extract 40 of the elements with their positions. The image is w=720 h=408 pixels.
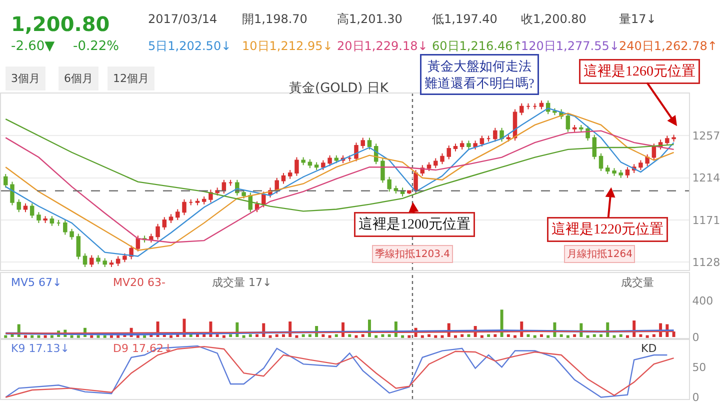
text: 收1,200.80 [521, 12, 586, 26]
annotation: MV20 63- [113, 276, 166, 289]
annotation: KD [641, 342, 657, 355]
text: 開1,198.70 [242, 12, 308, 26]
text: 10日1,212.95↓ [242, 39, 333, 53]
text: 3個月 [11, 72, 40, 85]
text: 這裡是1260元位置 [584, 64, 696, 80]
text: 240日1,262.78↑ [619, 39, 718, 53]
y-tick-label: 1171 [692, 214, 720, 227]
annotation: D9 17.62↓ [113, 342, 173, 355]
y-tick-label: 1128 [692, 256, 720, 269]
annotation: 月線扣抵1264 [567, 248, 632, 260]
text: 黃金大盤如何走法難道還看不明白嗎? [424, 58, 534, 90]
text: 6個月 [64, 72, 93, 85]
annotation: 成交量 17↓ [212, 276, 272, 289]
text: 低1,197.40 [432, 12, 498, 26]
text: 2017/03/14 [148, 12, 218, 26]
chart-title: 黃金(GOLD) 日K [289, 81, 389, 96]
y-tick-label: 0 [692, 330, 700, 344]
text: 20日1,229.18↓ [337, 39, 428, 53]
y-tick-label: 0 [692, 391, 700, 404]
annotation: 成交量 [621, 276, 654, 289]
y-tick-label: 1257 [692, 130, 720, 143]
text: 5日1,202.50↓ [148, 39, 232, 53]
text: 高1,201.30 [337, 12, 402, 26]
text: 120日1,277.55↓ [521, 39, 620, 53]
annotation: 這裡是1200元位置 [358, 216, 470, 232]
y-tick-label: 400 [692, 294, 714, 308]
text: -0.22% [73, 39, 119, 54]
text: 量17↓ [619, 12, 656, 26]
text: 1,200.80 [11, 12, 110, 36]
annotation: K9 17.13↓ [11, 342, 70, 355]
annotation: 這裡是1220元位置 [552, 222, 664, 238]
text: 60日1,216.46↑ [432, 39, 523, 53]
text: -2.60▼ [11, 39, 55, 54]
annotation: MV5 67↓ [11, 276, 62, 289]
text: 12個月 [113, 72, 149, 85]
y-tick-label: 1214 [692, 172, 720, 185]
y-tick-label: 50 [692, 360, 706, 374]
annotation: 季線扣抵1203.4 [375, 248, 450, 260]
